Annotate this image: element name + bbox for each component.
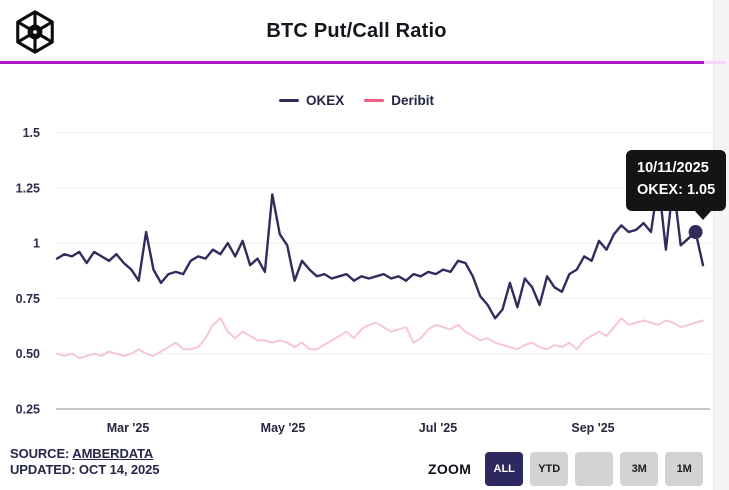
amberdata-source-link[interactable]: AMBERDATA [72, 446, 154, 461]
legend-item-okex[interactable]: OKEX [278, 93, 345, 108]
zoom-controls: ZOOM ALL YTD 3M 1M [428, 452, 710, 486]
svg-text:Sep '25: Sep '25 [571, 421, 614, 435]
source-label: SOURCE: [10, 446, 73, 461]
svg-text:0.75: 0.75 [16, 292, 40, 306]
zoom-label: ZOOM [428, 461, 472, 477]
svg-text:1.25: 1.25 [16, 181, 40, 195]
page-title: BTC Put/Call Ratio [266, 20, 447, 42]
svg-text:Mar '25: Mar '25 [107, 421, 150, 435]
chart-tooltip: 10/11/2025 OKEX: 1.05 [626, 150, 727, 219]
zoom-button-1m[interactable]: 1M [665, 452, 704, 486]
tooltip-value: OKEX: 1.05 [637, 181, 716, 198]
zoom-button-ytd[interactable]: YTD [530, 452, 569, 486]
source-block: SOURCE: AMBERDATA UPDATED: OCT 14, 2025 [10, 446, 159, 478]
legend-label-okex: OKEX [305, 93, 345, 108]
legend-label-deribit: Deribit [391, 93, 435, 108]
okex-line-swatch-icon [278, 99, 299, 102]
amberdata-cube-logo [16, 10, 54, 54]
progress-bar [0, 61, 727, 64]
updated-label: UPDATED: OCT 14, 2025 [10, 462, 160, 477]
chart-legend: OKEX Deribit [0, 93, 713, 108]
deribit-line-swatch-icon [364, 99, 385, 102]
svg-text:Jul '25: Jul '25 [419, 421, 457, 435]
put-call-ratio-chart[interactable]: 1.5 1.25 1 0.75 0.50 0.25 Mar '25 May '25 Jul '2… [0, 110, 729, 450]
tooltip-date: 10/11/2025 [637, 160, 709, 176]
zoom-button-all[interactable]: ALL [485, 452, 524, 486]
svg-text:0.25: 0.25 [16, 403, 40, 417]
svg-text:1.5: 1.5 [23, 126, 40, 140]
zoom-button-3m[interactable]: 3M [620, 452, 659, 486]
zoom-button-blank[interactable] [575, 452, 614, 486]
progress-fill [0, 61, 705, 64]
legend-item-deribit[interactable]: Deribit [364, 93, 434, 108]
right-gutter [713, 0, 729, 490]
svg-text:May '25: May '25 [261, 421, 306, 435]
svg-text:0.50: 0.50 [16, 347, 40, 361]
svg-text:1: 1 [33, 237, 40, 251]
